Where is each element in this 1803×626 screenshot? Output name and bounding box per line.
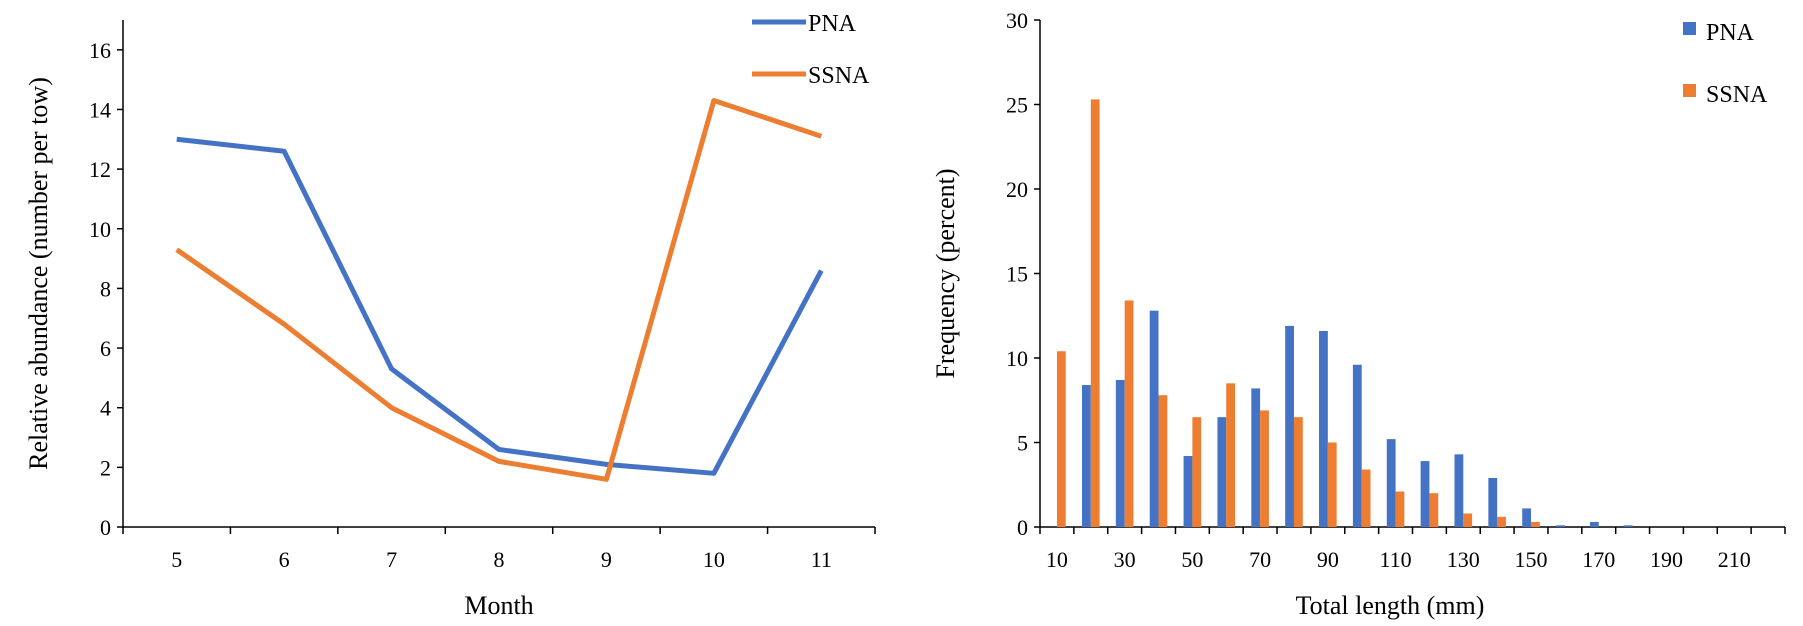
line-chart-series: [175, 98, 824, 482]
bar-chart-x-tick-labels: 10 30 50 70 90 110 130 150 170 190 210: [1046, 547, 1751, 572]
line-chart-x-tick-label: 7: [386, 547, 397, 572]
bar-pna-70: [1251, 388, 1261, 527]
line-chart-axes: [117, 20, 876, 534]
bar-pna-120: [1420, 461, 1430, 527]
bar-ssna-40: [1158, 395, 1168, 527]
bar-pna-110: [1386, 439, 1396, 527]
bar-pna-80: [1285, 325, 1294, 527]
line-series-pna: [176, 136, 824, 476]
bar-chart-y-tick-label: 25: [1006, 93, 1028, 118]
bar-chart-legend: PNA SSNA: [1683, 20, 1768, 108]
bar-pna-130: [1454, 454, 1464, 527]
line-chart-y-tick-labels: 0 2 4 6 8 10 12 14 16: [89, 38, 111, 540]
bar-pna-40: [1149, 310, 1159, 527]
line-chart-y-tick-label: 14: [89, 97, 111, 122]
line-chart-x-axis-label: Month: [464, 591, 533, 620]
line-chart-x-tick-label: 11: [811, 547, 832, 572]
bar-chart-bars: [1056, 99, 1633, 528]
bar-chart-length-frequency: 0 5 10 15 20 25 30 10 30 50 70 90 110 130 150 170 190 21…: [931, 8, 1786, 620]
bar-ssna-30: [1124, 300, 1134, 527]
line-chart-y-axis-label: Relative abundance (number per tow): [24, 77, 53, 470]
bar-pna-50: [1183, 456, 1193, 527]
bar-chart-y-tick-label: 0: [1017, 515, 1028, 540]
bar-ssna-50: [1192, 417, 1202, 527]
line-chart-y-tick-label: 2: [100, 455, 111, 480]
bar-chart-x-tick-label: 90: [1317, 547, 1339, 572]
bar-chart-x-tick-label: 110: [1379, 547, 1411, 572]
bar-chart-y-tick-label: 15: [1006, 262, 1028, 287]
line-chart-y-tick-label: 0: [100, 515, 111, 540]
line-chart-x-tick-label: 8: [494, 547, 505, 572]
bar-pna-160: [1556, 525, 1565, 527]
bar-chart-y-tick-label: 20: [1006, 177, 1028, 202]
line-chart-x-tick-label: 9: [601, 547, 612, 572]
bar-pna-30: [1115, 379, 1125, 527]
legend-label-ssna: SSNA: [808, 63, 870, 89]
bar-chart-y-tick-label: 30: [1006, 8, 1028, 33]
bar-ssna-110: [1395, 491, 1405, 527]
bar-chart-y-tick-labels: 0 5 10 15 20 25 30: [1006, 8, 1028, 540]
bar-pna-140: [1488, 477, 1498, 527]
bar-ssna-100: [1361, 469, 1371, 527]
line-series-ssna: [175, 98, 823, 482]
bar-ssna-10: [1056, 351, 1066, 527]
bar-pna-20: [1081, 385, 1091, 527]
line-chart-y-tick-label: 6: [100, 336, 111, 361]
bar-chart-y-tick-label: 5: [1017, 431, 1028, 456]
legend-swatch-pna: [1683, 22, 1696, 35]
line-chart-y-tick-label: 12: [89, 157, 111, 182]
bar-ssna-90: [1327, 442, 1337, 527]
legend-label-ssna: SSNA: [1706, 82, 1768, 108]
bar-pna-60: [1217, 417, 1227, 527]
legend-swatch-ssna: [1683, 84, 1696, 97]
line-chart-x-tick-label: 5: [171, 547, 182, 572]
bar-ssna-120: [1429, 493, 1439, 527]
bar-pna-90: [1319, 330, 1328, 527]
bar-chart-x-tick-label: 190: [1650, 547, 1683, 572]
bar-chart-x-tick-label: 50: [1181, 547, 1203, 572]
bar-chart-y-tick-label: 10: [1006, 346, 1028, 371]
bar-chart-axes: [1034, 19, 1786, 534]
line-chart-y-tick-label: 8: [100, 276, 111, 301]
line-chart-legend: PNA SSNA: [752, 11, 870, 89]
bar-chart-x-tick-label: 70: [1249, 547, 1271, 572]
bar-chart-x-tick-label: 130: [1447, 547, 1480, 572]
bar-pna-170: [1589, 521, 1599, 527]
bar-pna-150: [1522, 508, 1532, 527]
line-chart-y-tick-label: 16: [89, 38, 111, 63]
line-chart-x-tick-labels: 5 6 7 8 9 10 11: [171, 547, 832, 572]
legend-label-pna: PNA: [808, 11, 857, 37]
bar-ssna-150: [1531, 521, 1540, 527]
legend-label-pna: PNA: [1706, 20, 1755, 46]
bar-ssna-80: [1293, 417, 1303, 527]
bar-chart-x-tick-label: 30: [1114, 547, 1136, 572]
bar-chart-x-axis-label: Total length (mm): [1296, 591, 1485, 620]
line-chart-y-tick-label: 4: [100, 396, 111, 421]
bar-chart-x-tick-label: 170: [1582, 547, 1615, 572]
bar-chart-x-tick-label: 210: [1718, 547, 1751, 572]
bar-ssna-70: [1260, 410, 1269, 527]
bar-pna-100: [1352, 364, 1362, 527]
line-chart-monthly-abundance: 0 2 4 6 8 10 12 14 16 5 6 7 8 9 10 11 Month Relative a…: [24, 11, 876, 620]
bar-chart-x-tick-label: 10: [1046, 547, 1068, 572]
bar-pna-180: [1623, 525, 1633, 527]
bar-ssna-20: [1090, 99, 1100, 528]
line-chart-x-tick-label: 6: [279, 547, 290, 572]
bar-chart-x-tick-label: 150: [1515, 547, 1548, 572]
bar-ssna-130: [1463, 513, 1473, 527]
bar-ssna-140: [1497, 516, 1506, 527]
bar-ssna-60: [1226, 383, 1236, 527]
line-chart-y-tick-label: 10: [89, 217, 111, 242]
bar-chart-y-axis-label: Frequency (percent): [931, 168, 960, 378]
line-chart-x-tick-label: 10: [703, 547, 725, 572]
